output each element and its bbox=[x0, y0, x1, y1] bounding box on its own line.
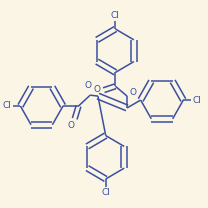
Text: O: O bbox=[129, 88, 136, 97]
Text: O: O bbox=[85, 81, 92, 90]
Text: Cl: Cl bbox=[3, 102, 12, 110]
Text: O: O bbox=[67, 121, 74, 130]
Text: O: O bbox=[93, 85, 100, 94]
Text: Cl: Cl bbox=[192, 95, 201, 105]
Text: Cl: Cl bbox=[101, 188, 110, 197]
Text: Cl: Cl bbox=[111, 11, 120, 20]
